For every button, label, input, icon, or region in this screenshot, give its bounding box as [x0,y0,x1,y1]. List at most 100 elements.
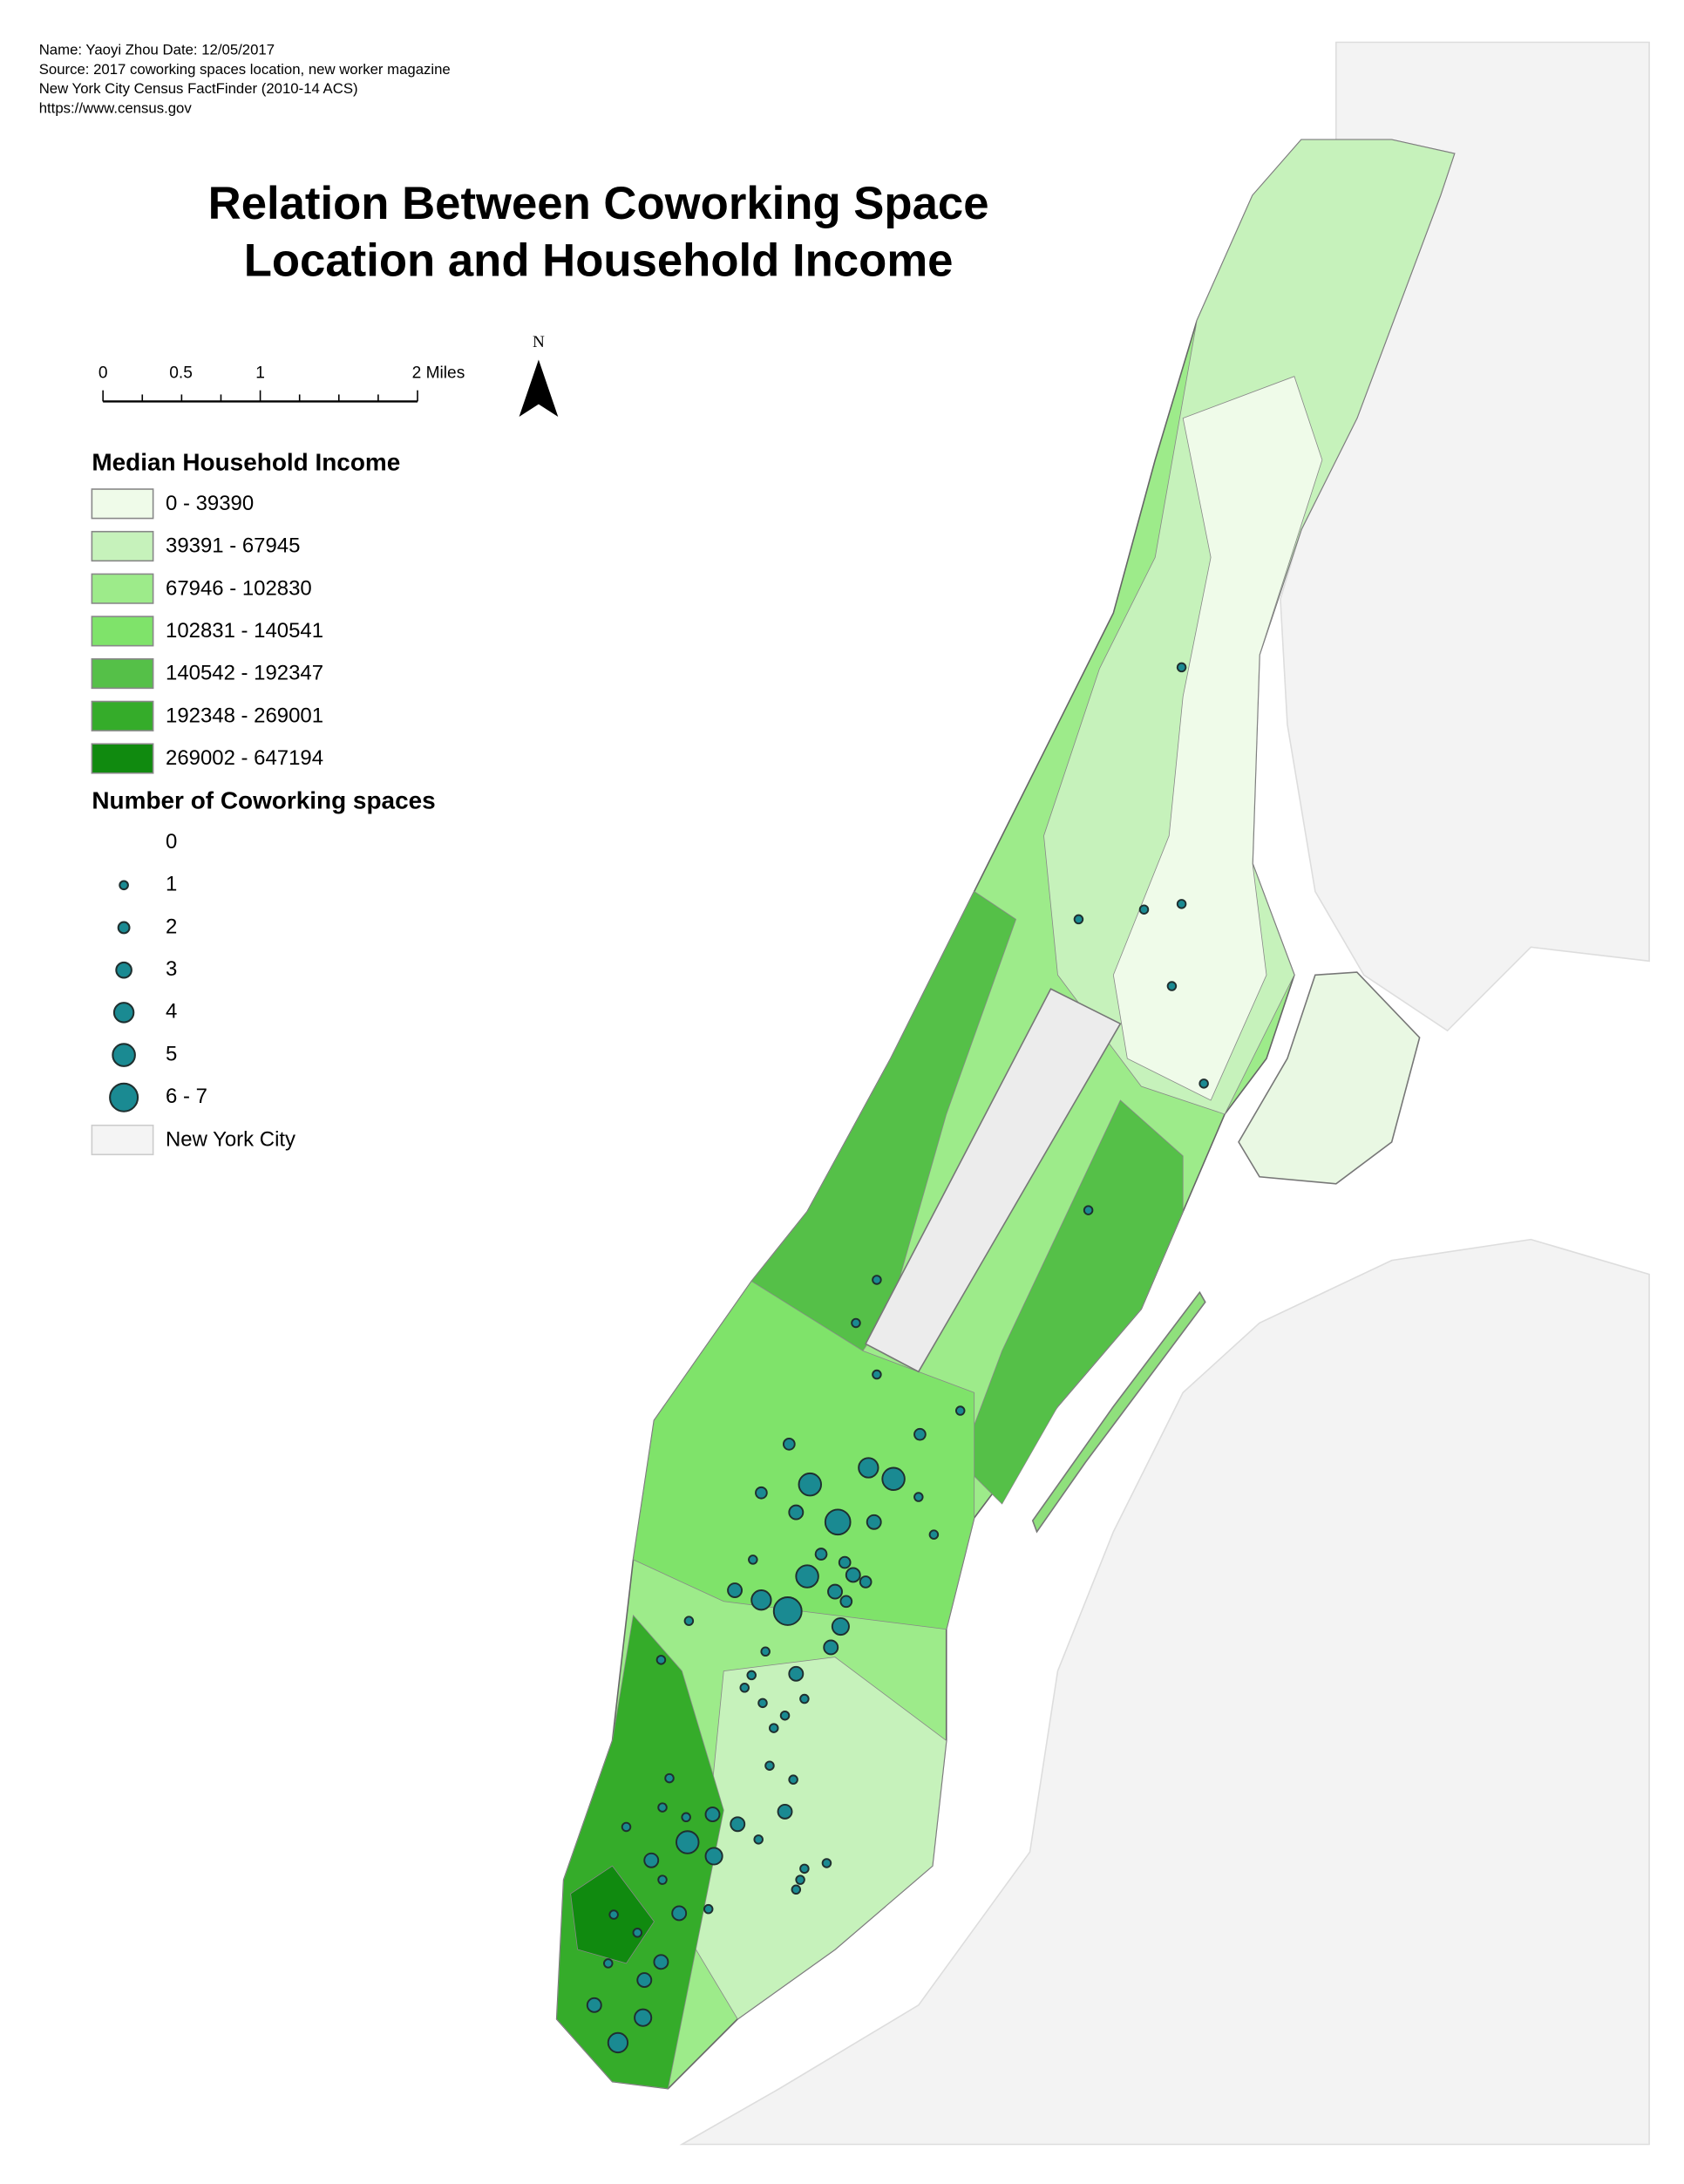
coworking-dot [727,1582,743,1598]
header-line: https://www.census.gov [39,100,193,117]
coworking-dot [730,1816,746,1833]
coworking-dot [704,1806,721,1823]
header-line: Source: 2017 coworking spaces location, … [39,61,451,78]
coworking-dot [750,1589,772,1611]
coworking-dot [683,1616,695,1626]
coworking-dot [772,1596,803,1626]
coworking-dot [653,1954,669,1970]
coworking-dot [603,1958,614,1969]
coworking-dot [760,1646,771,1657]
coworking-dot [755,1486,768,1500]
coworking-dot [798,1472,823,1497]
coworking-dot [821,1858,832,1868]
coworking-dot [1176,899,1187,909]
legend-label: 140542 - 192347 [166,662,323,685]
legend-label: 2 [166,915,177,938]
coworking-dot [859,1575,873,1589]
coworking-dot [782,1438,796,1451]
coworking-dot [838,1555,852,1569]
coworking-dot [831,1616,850,1636]
north-label: N [533,333,545,351]
coworking-dot [954,1405,966,1416]
legend-swatch [91,488,154,520]
coworking-dot [799,1693,810,1704]
coworking-dot [913,1492,924,1502]
legend-swatch [91,530,154,562]
legend-label: 39391 - 67945 [166,534,300,558]
legend-swatch [91,1124,154,1156]
coworking-dot [739,1683,750,1693]
coworking-dot [872,1275,882,1285]
legend-label: 6 - 7 [166,1085,207,1108]
coworking-dot [634,2008,653,2027]
legend-title: Median Household Income [92,449,400,476]
legend: Median Household Income 0 - 39390 39391 - … [91,449,436,1156]
scale-label: 2 Miles [412,364,465,383]
coworking-dot [607,2031,629,2054]
title: Relation Between Coworking Space Location… [208,178,989,286]
legend-swatch [91,616,154,647]
coworking-dot [764,1760,775,1771]
legend-label: 4 [166,1000,177,1024]
legend-label: 102831 - 140541 [166,619,323,643]
coworking-dot [655,1655,667,1665]
coworking-dot [657,1874,668,1885]
coworking-dots [586,662,1209,2054]
scale-bar: 0 0.5 1 2 Miles [98,364,465,403]
coworking-dot [1138,904,1150,915]
coworking-dot [788,1665,805,1682]
central-park [865,988,1122,1373]
legend-title: Number of Coworking spaces [92,787,435,814]
coworking-dot [839,1595,853,1609]
north-arrow [519,359,559,417]
coworking-dot [676,1830,700,1854]
coworking-dot [881,1466,906,1492]
legend-swatch [91,700,154,731]
legend-swatch [91,658,154,690]
coworking-dot [748,1555,758,1565]
coworking-dot [795,1564,819,1589]
title-line: Relation Between Coworking Space [208,178,989,229]
coworking-dot [621,1821,632,1833]
coworking-dot [1083,1205,1094,1215]
coworking-dot [769,1723,779,1733]
legend-label: 0 [166,830,177,854]
legend-label: 192348 - 269001 [166,704,323,727]
coworking-dot [791,1884,802,1895]
financial-district-tracts [556,1614,724,2090]
coworking-dot [824,1508,852,1536]
coworking-dot [1198,1078,1209,1089]
legend-label: 1 [166,873,177,896]
legend-label: New York City [166,1128,295,1152]
upper-east-tracts [960,1099,1184,1505]
harlem-tracts [1112,376,1323,1101]
coworking-dot [586,1997,602,2013]
legend-swatch [91,743,154,774]
coworking-dot [913,1427,927,1441]
coworking-dot [851,1317,861,1329]
legend-label: 5 [166,1042,177,1065]
coworking-dot [746,1670,757,1681]
coworking-dot [636,1972,653,1989]
legend-dot [112,1002,135,1024]
coworking-dot [795,1874,805,1885]
coworking-dot [823,1639,839,1656]
title-line: Location and Household Income [244,235,954,286]
coworking-dot [872,1369,882,1380]
coworking-dot [608,1909,619,1920]
legend-label: 3 [166,957,177,981]
coworking-dot [671,1905,688,1922]
coworking-dot [779,1710,791,1721]
legend-dot [115,961,132,979]
coworking-dot [1176,662,1187,673]
coworking-dot [643,1852,660,1868]
coworking-dot [858,1457,879,1479]
header: Name: Yaoyi Zhou Date: 12/05/2017 Source:… [39,41,451,116]
lower-manhattan-tracts [695,1657,947,2020]
legend-dot [109,1082,139,1112]
coworking-dot [866,1514,882,1530]
header-line: Name: Yaoyi Zhou Date: 12/05/2017 [39,41,275,58]
coworking-dot [827,1583,843,1600]
coworking-dot [753,1834,764,1845]
